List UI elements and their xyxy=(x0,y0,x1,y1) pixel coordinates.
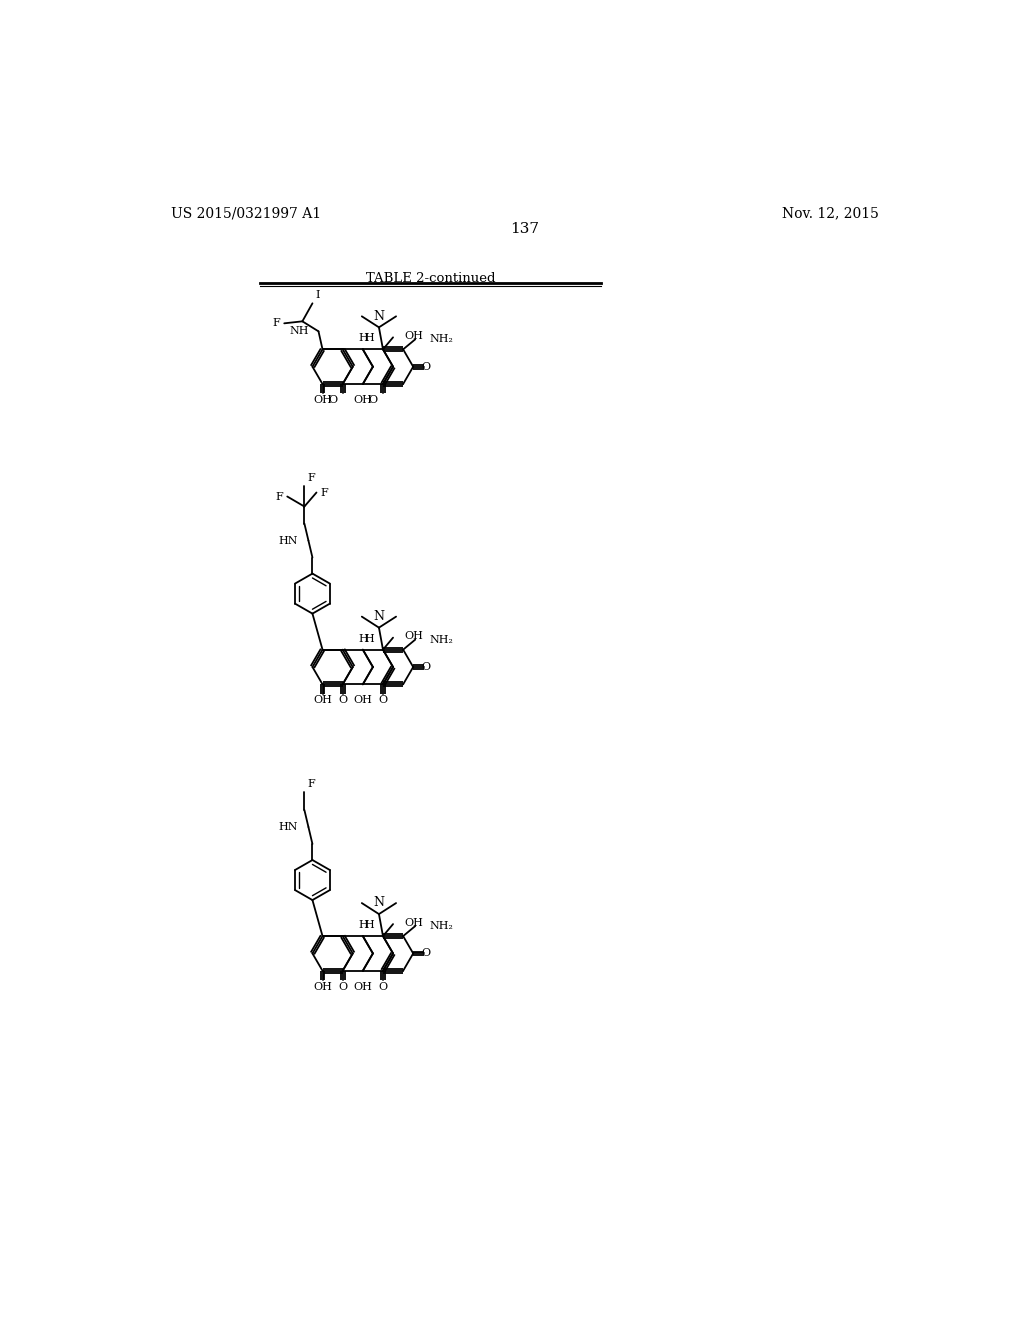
Text: I: I xyxy=(315,290,321,300)
Text: NH₂: NH₂ xyxy=(429,921,453,931)
Text: H: H xyxy=(365,634,374,644)
Text: H: H xyxy=(365,333,374,343)
Text: O: O xyxy=(369,395,378,405)
Text: H: H xyxy=(358,634,368,644)
Text: O: O xyxy=(338,982,347,991)
Text: OH: OH xyxy=(353,982,373,991)
Text: O: O xyxy=(328,395,337,405)
Text: NH₂: NH₂ xyxy=(429,334,453,345)
Text: OH: OH xyxy=(403,631,423,642)
Text: OH: OH xyxy=(313,395,332,405)
Text: H: H xyxy=(358,920,368,929)
Text: F: F xyxy=(272,318,281,329)
Text: O: O xyxy=(421,362,430,372)
Text: HN: HN xyxy=(279,536,298,545)
Text: OH: OH xyxy=(353,696,373,705)
Text: F: F xyxy=(321,487,328,498)
Text: O: O xyxy=(379,982,387,991)
Text: OH: OH xyxy=(403,331,423,341)
Text: F: F xyxy=(307,779,315,789)
Text: F: F xyxy=(275,491,284,502)
Text: O: O xyxy=(379,696,387,705)
Text: H: H xyxy=(365,920,374,929)
Text: US 2015/0321997 A1: US 2015/0321997 A1 xyxy=(171,206,321,220)
Text: TABLE 2-continued: TABLE 2-continued xyxy=(366,272,495,285)
Text: Nov. 12, 2015: Nov. 12, 2015 xyxy=(782,206,879,220)
Text: N: N xyxy=(374,610,384,623)
Text: N: N xyxy=(374,310,384,322)
Text: O: O xyxy=(421,949,430,958)
Text: OH: OH xyxy=(313,696,332,705)
Text: OH: OH xyxy=(313,982,332,991)
Text: NH: NH xyxy=(290,326,309,337)
Text: OH: OH xyxy=(403,917,423,928)
Text: N: N xyxy=(374,896,384,909)
Text: O: O xyxy=(421,663,430,672)
Text: O: O xyxy=(338,696,347,705)
Text: HN: HN xyxy=(279,822,298,832)
Text: 137: 137 xyxy=(510,222,540,235)
Text: H: H xyxy=(358,333,368,343)
Text: NH₂: NH₂ xyxy=(429,635,453,644)
Text: F: F xyxy=(307,474,315,483)
Text: OH: OH xyxy=(353,395,373,405)
